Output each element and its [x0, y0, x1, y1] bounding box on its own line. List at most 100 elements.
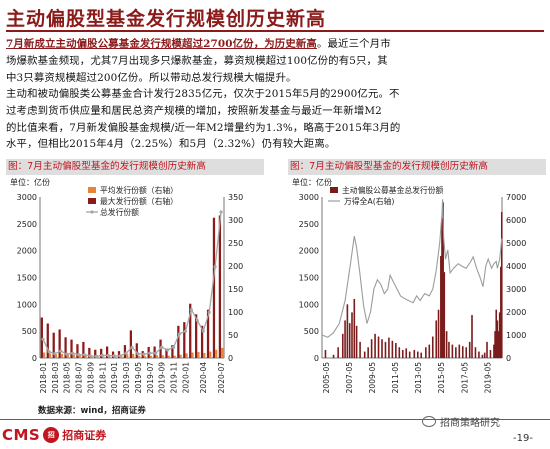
- max-bar: [40, 317, 43, 358]
- total-point: [189, 308, 193, 312]
- chart-monthly-issuance: 图：7月主动偏股型基金的发行规模创历史新高 单位：亿份 0 500 1000 1500 2…: [6, 159, 264, 400]
- fund-issuance-bar: [465, 347, 468, 358]
- paragraph-line: 7月新成立主动偏股公募基金发行规模超过2700亿份，为历史新高。最近三个月市: [6, 36, 391, 53]
- y-left-tick-label: 0: [314, 354, 319, 363]
- max-bar: [183, 322, 186, 358]
- total-point: [41, 337, 45, 341]
- fund-issuance-bar: [377, 336, 380, 358]
- fund-issuance-bar: [391, 340, 394, 358]
- x-tick-label: 2015-05: [437, 362, 446, 394]
- avg-bar: [173, 355, 176, 358]
- fund-issuance-bar: [398, 347, 401, 358]
- fund-issuance-bar: [370, 339, 373, 358]
- max-bar: [189, 303, 192, 358]
- fund-issuance-bar: [363, 351, 366, 358]
- fund-issuance-bar: [498, 312, 501, 358]
- x-tick-label: 2019-03: [122, 362, 131, 394]
- fund-issuance-bar: [455, 347, 457, 358]
- y-right-tick-label: 0: [228, 354, 233, 363]
- total-point: [71, 351, 75, 355]
- x-tick-label: 2019-09: [158, 362, 167, 394]
- y-right-tick-label: 7000: [506, 193, 526, 202]
- avg-bar: [48, 353, 52, 358]
- x-tick-label: 2005-05: [322, 362, 331, 394]
- max-bar: [94, 349, 97, 358]
- total-point: [94, 354, 98, 358]
- total-point: [88, 354, 93, 358]
- avg-bar: [143, 356, 147, 358]
- fund-issuance-bar: [374, 333, 376, 358]
- fund-issuance-bar: [351, 312, 353, 358]
- avg-bar: [179, 354, 182, 358]
- y-right-tick-label: 1000: [506, 331, 526, 340]
- legend-label: 平均发行份额（右轴）: [100, 185, 178, 195]
- fund-issuance-bar: [355, 325, 358, 358]
- fund-issuance-bar: [431, 336, 434, 358]
- fund-issuance-bar: [337, 347, 339, 358]
- fund-issuance-bar: [416, 351, 419, 358]
- max-bar: [52, 332, 55, 358]
- y-right-tick-label: 150: [228, 285, 243, 294]
- line-text: 。最近三个月市: [316, 38, 391, 50]
- fund-issuance-bar: [443, 272, 446, 358]
- avg-bar: [185, 353, 188, 358]
- avg-bar: [54, 354, 58, 358]
- x-tick-label: 2007-05: [345, 362, 354, 394]
- max-bar: [76, 344, 79, 358]
- y-right-tick-label: 2000: [506, 308, 526, 317]
- fund-issuance-bar: [489, 349, 492, 358]
- chart-title: 图：7月主动偏股型基金的发行规模创历史新高: [288, 159, 546, 175]
- y-right-tick-label: 0: [506, 354, 511, 363]
- fund-issuance-bar: [388, 337, 390, 358]
- fund-issuance-bar: [341, 333, 344, 358]
- y-left-tick-label: 500: [22, 327, 37, 336]
- y-left-tick-label: 3000: [17, 193, 37, 202]
- x-tick-label: 2018-11: [98, 362, 107, 394]
- max-bar: [212, 217, 216, 358]
- page-title: 主动偏股型基金发行规模创历史新高: [6, 8, 327, 30]
- fund-issuance-bar: [367, 347, 369, 358]
- paragraph-fund-issuance: 7月新成立主动偏股公募基金发行规模超过2700亿份，为历史新高。最近三个月市 场…: [6, 36, 391, 86]
- legend-label: 总发行份额: [100, 207, 139, 217]
- fund-issuance-bar: [448, 341, 450, 358]
- x-tick-label: 2020-04: [199, 362, 208, 394]
- paragraph-line: 水平，但相比2015年4月（2.25%）和5月（2.32%）仍有较大距离。: [6, 138, 336, 151]
- paragraph-line: 场爆款基金频现，尤其7月出现多只爆款基金，募资规模超过100亿份的有5只，其: [6, 54, 388, 67]
- fund-issuance-bar: [486, 341, 488, 358]
- y-right-tick-label: 300: [228, 216, 243, 225]
- data-source: 数据来源：wind，招商证券: [38, 406, 146, 416]
- avg-bar: [155, 355, 158, 358]
- fund-issuance-bar: [494, 331, 496, 358]
- y-left-tick-label: 3000: [299, 193, 319, 202]
- total-point: [166, 348, 170, 352]
- fund-issuance-bar: [381, 339, 383, 358]
- legend-swatch: [330, 187, 338, 193]
- y-left-tick-label: 1000: [17, 300, 37, 309]
- x-tick-label: 2017-05: [460, 362, 469, 394]
- total-point: [213, 265, 217, 269]
- avg-bar: [90, 356, 93, 358]
- max-bar: [123, 345, 127, 358]
- avg-bar: [197, 352, 200, 358]
- x-tick-label: 2020-01: [181, 362, 190, 394]
- footer-divider: [0, 419, 550, 420]
- x-tick-label: 2018-01: [39, 362, 48, 394]
- fund-issuance-bar: [384, 341, 387, 358]
- y-left-tick-label: 2000: [17, 247, 37, 256]
- total-point: [219, 210, 223, 214]
- wechat-account: 招商策略研究: [422, 414, 500, 429]
- fund-issuance-bar: [440, 256, 442, 358]
- fund-issuance-bar: [483, 352, 486, 358]
- x-tick-label: 2020-07: [217, 362, 226, 394]
- fund-issuance-bar: [420, 352, 423, 358]
- max-bar: [206, 309, 210, 358]
- x-tick-label: 2018-05: [63, 362, 72, 394]
- fund-issuance-bar: [428, 344, 431, 358]
- total-point: [183, 329, 188, 333]
- total-point: [130, 345, 134, 349]
- x-tick-label: 2018-07: [75, 362, 84, 394]
- highlight-text: 7月新成立主动偏股公募基金发行规模超过2700亿份，为历史新高: [6, 38, 317, 50]
- fund-issuance-bar: [395, 342, 397, 358]
- legend-label: 最大发行份额（右轴）: [100, 196, 178, 206]
- y-right-tick-label: 3000: [506, 285, 526, 294]
